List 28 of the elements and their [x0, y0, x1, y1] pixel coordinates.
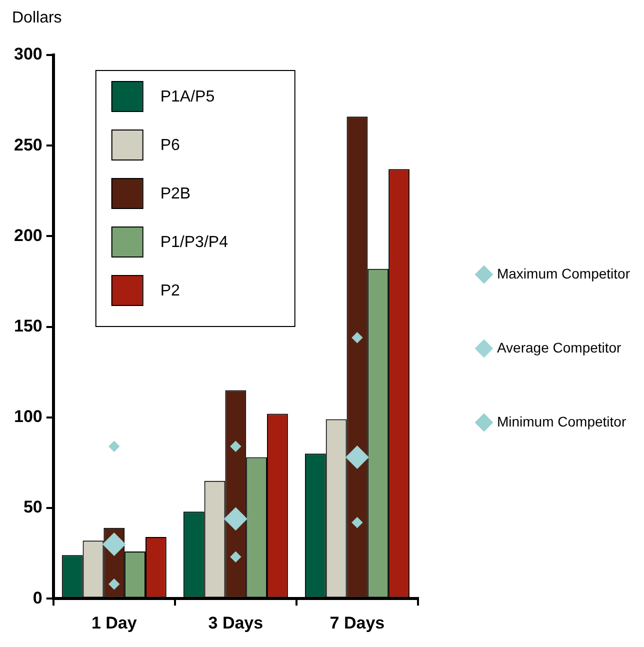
- y-tick-label: 50: [23, 498, 42, 517]
- point: [230, 552, 242, 562]
- y-axis-title: Dollars: [12, 9, 62, 26]
- y-tick-label: 250: [14, 135, 42, 154]
- point: [352, 517, 363, 528]
- y-tick-label: 100: [14, 407, 42, 426]
- legend-label: Minimum Competitor: [496, 413, 626, 430]
- y-tick-label: 200: [14, 226, 42, 245]
- legend-label: P1A/P5: [160, 88, 215, 106]
- legend-label: P2: [160, 282, 180, 300]
- x-tick-label: 7 Days: [330, 613, 385, 632]
- x-tick-label: 3 Days: [208, 613, 264, 632]
- legend-label: P1/P3/P4: [160, 234, 228, 251]
- y-tick-label: 300: [14, 44, 42, 64]
- x-tick-label: 1 Day: [91, 613, 138, 632]
- legend-label: Maximum Competitor: [496, 265, 630, 282]
- point: [346, 446, 369, 469]
- point: [230, 440, 242, 452]
- legend-label: P2B: [160, 185, 191, 202]
- point: [108, 578, 120, 590]
- legend-label: P6: [160, 136, 180, 154]
- point: [102, 532, 126, 556]
- y-tick-label: 0: [32, 588, 42, 608]
- point: [352, 332, 363, 344]
- legend-label: Average Competitor: [496, 339, 622, 356]
- point: [224, 507, 248, 530]
- point: [108, 440, 120, 452]
- y-tick-label: 150: [14, 316, 42, 336]
